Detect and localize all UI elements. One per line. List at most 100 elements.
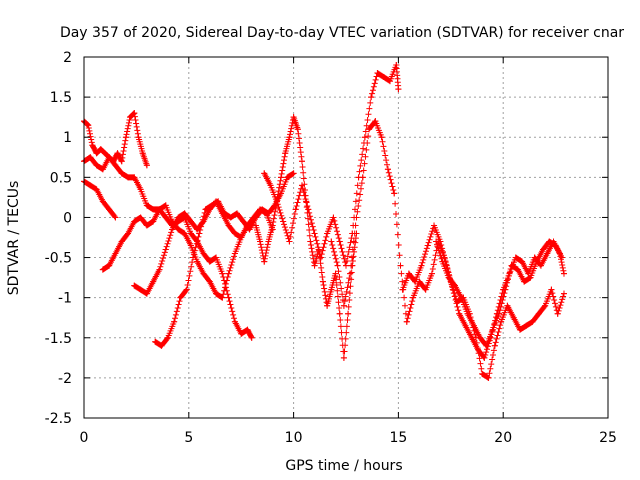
data-point <box>533 258 540 265</box>
data-point <box>558 254 565 261</box>
data-point <box>162 214 169 221</box>
data-point <box>542 302 549 309</box>
point-markers <box>81 178 119 221</box>
data-point <box>271 202 278 209</box>
data-point <box>87 154 94 161</box>
data-point <box>343 262 349 269</box>
y-tick-label: 1.5 <box>50 90 72 106</box>
data-point <box>101 150 108 157</box>
data-point <box>397 262 404 269</box>
series-track-11 <box>433 238 565 349</box>
data-point <box>368 94 375 101</box>
data-point <box>393 62 400 69</box>
data-point <box>330 214 337 221</box>
series-track-9 <box>328 118 567 381</box>
data-point <box>290 114 297 121</box>
data-point <box>143 202 150 209</box>
data-point <box>189 254 196 261</box>
data-point <box>162 246 169 253</box>
data-point <box>143 290 150 297</box>
y-tick-label: -0.5 <box>45 251 72 267</box>
series-track-4 <box>99 202 276 301</box>
data-point <box>464 310 471 317</box>
x-tick-labels: 0 5 10 15 20 25 <box>80 430 617 446</box>
x-tick-label: 10 <box>285 430 303 446</box>
data-point <box>169 226 176 233</box>
y-tick-label: 0 <box>63 210 72 226</box>
data-point <box>424 242 431 249</box>
data-point <box>483 342 490 349</box>
data-point <box>395 86 402 93</box>
data-point <box>252 214 259 221</box>
data-point <box>361 134 368 141</box>
data-point <box>265 210 272 217</box>
data-point <box>194 258 201 265</box>
y-tick-label: -2.5 <box>45 411 72 427</box>
data-point <box>286 134 293 141</box>
data-point <box>85 122 92 129</box>
data-point <box>410 294 417 301</box>
data-point <box>158 342 165 349</box>
data-point <box>294 126 301 133</box>
data-point <box>516 326 523 333</box>
data-point <box>298 158 305 165</box>
data-point <box>156 206 163 213</box>
data-point <box>324 230 331 237</box>
data-point <box>552 242 559 249</box>
data-point <box>261 258 268 265</box>
data-point <box>405 270 412 277</box>
plot-frame <box>83 56 609 419</box>
data-point <box>428 270 435 277</box>
data-point <box>290 170 297 177</box>
data-point <box>491 342 498 349</box>
data-point <box>418 262 425 269</box>
data-point <box>99 198 106 205</box>
data-point <box>150 278 157 285</box>
data-point <box>137 186 144 193</box>
data-point <box>181 230 188 237</box>
data-point <box>305 206 312 213</box>
data-point <box>118 158 125 165</box>
x-tick-label: 20 <box>494 430 512 446</box>
data-point <box>537 262 544 269</box>
data-point <box>215 198 222 205</box>
data-point <box>508 262 515 269</box>
data-point <box>93 186 100 193</box>
data-point <box>336 238 343 245</box>
data-point <box>403 318 410 325</box>
data-point <box>261 170 268 177</box>
data-point <box>200 250 207 257</box>
data-point <box>125 174 132 181</box>
data-point <box>169 218 176 225</box>
data-point <box>137 214 144 221</box>
data-point <box>380 74 387 81</box>
data-point <box>391 190 398 197</box>
data-point <box>187 230 194 237</box>
data-point <box>292 206 299 213</box>
y-tick-label: -1 <box>58 291 72 307</box>
data-point <box>164 334 171 341</box>
data-point <box>374 70 381 77</box>
point-markers <box>252 114 360 361</box>
point-markers <box>81 154 255 341</box>
data-point <box>213 290 220 297</box>
data-point <box>462 322 469 329</box>
x-tick-label: 25 <box>599 430 617 446</box>
data-point <box>269 222 276 229</box>
data-point <box>208 202 215 209</box>
data-point <box>284 174 291 181</box>
data-point <box>340 302 347 309</box>
data-point <box>206 278 213 285</box>
x-tick-label: 5 <box>184 430 193 446</box>
chart-title: Day 357 of 2020, Sidereal Day-to-day VTE… <box>60 25 624 41</box>
data-point <box>282 150 289 157</box>
data-point <box>535 310 542 317</box>
data-point <box>106 262 113 269</box>
data-point <box>150 218 157 225</box>
data-point <box>112 214 119 221</box>
point-markers <box>261 62 402 269</box>
data-point <box>412 278 419 285</box>
data-point <box>544 250 551 257</box>
data-point <box>171 318 178 325</box>
